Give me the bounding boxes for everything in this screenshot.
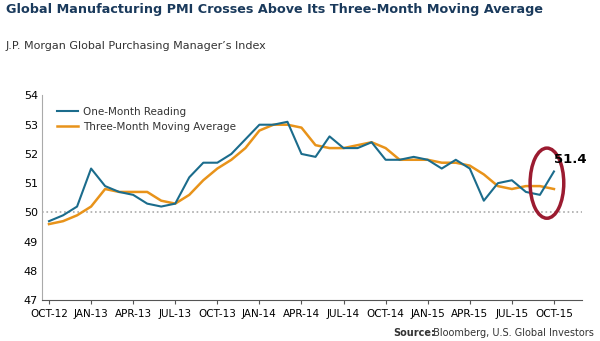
Text: 51.4: 51.4 [554, 153, 587, 166]
Text: Bloomberg, U.S. Global Investors: Bloomberg, U.S. Global Investors [430, 328, 594, 338]
Text: J.P. Morgan Global Purchasing Manager’s Index: J.P. Morgan Global Purchasing Manager’s … [6, 41, 267, 51]
Text: Global Manufacturing PMI Crosses Above Its Three-Month Moving Average: Global Manufacturing PMI Crosses Above I… [6, 3, 543, 16]
Legend: One-Month Reading, Three-Month Moving Average: One-Month Reading, Three-Month Moving Av… [53, 103, 240, 136]
Text: Source:: Source: [393, 328, 435, 338]
